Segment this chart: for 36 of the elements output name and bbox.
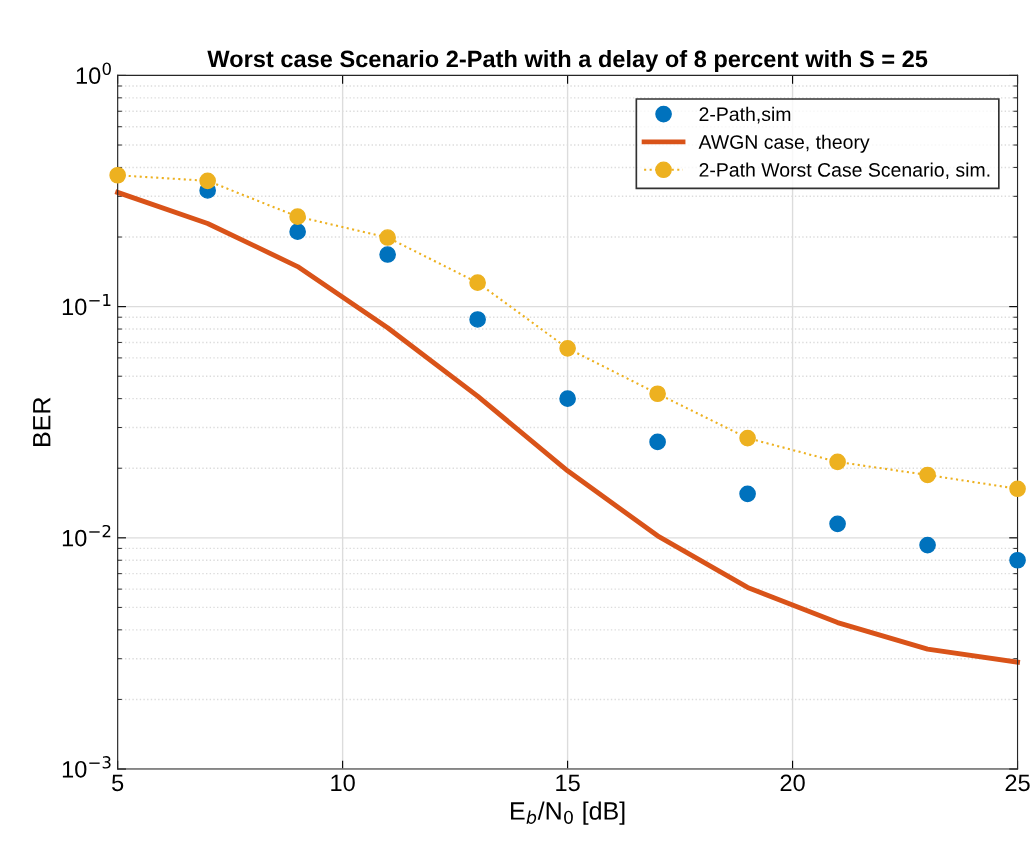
point xyxy=(1009,551,1026,569)
x-axis-title: E$_{b}$/N$_{0}$ [dB] xyxy=(511,801,625,825)
y-tick-label: 10$^{−3}$ xyxy=(62,756,111,778)
point xyxy=(829,515,846,533)
point xyxy=(469,274,486,291)
point xyxy=(739,429,756,447)
point xyxy=(919,536,936,554)
x-tick-label: 20 xyxy=(780,774,805,792)
point xyxy=(199,172,216,190)
point xyxy=(289,208,306,225)
point xyxy=(829,453,846,471)
point xyxy=(379,246,396,263)
point xyxy=(1009,480,1026,498)
point xyxy=(559,340,576,357)
point xyxy=(919,466,936,484)
legend-label: 2-Path Worst Case Scenario, sim. xyxy=(699,162,990,180)
chart-title: Worst case Scenario 2-Path with a delay of 8 percent with S = 25 xyxy=(207,49,928,72)
point xyxy=(379,229,396,246)
legend-label: AWGN case, theory xyxy=(698,134,870,153)
x-tick-label: 10 xyxy=(331,774,355,792)
y-tick-label: 10$^{−1}$ xyxy=(62,293,111,316)
point xyxy=(469,311,486,328)
point xyxy=(649,385,666,403)
point xyxy=(289,223,306,240)
legend-label: 2-Path,sim xyxy=(699,106,791,124)
x-tick-label: 5 xyxy=(112,774,124,792)
y-tick-label: 10$^{0}$ xyxy=(76,62,111,85)
point xyxy=(109,166,126,184)
point xyxy=(739,485,756,503)
point xyxy=(649,433,666,451)
line-series xyxy=(115,189,1020,665)
point xyxy=(559,390,576,407)
x-tick-label: 25 xyxy=(1005,774,1030,792)
y-axis-title: BER xyxy=(33,397,51,446)
x-tick-label: 15 xyxy=(556,774,580,792)
y-tick-label: 10$^{−2}$ xyxy=(62,524,111,547)
